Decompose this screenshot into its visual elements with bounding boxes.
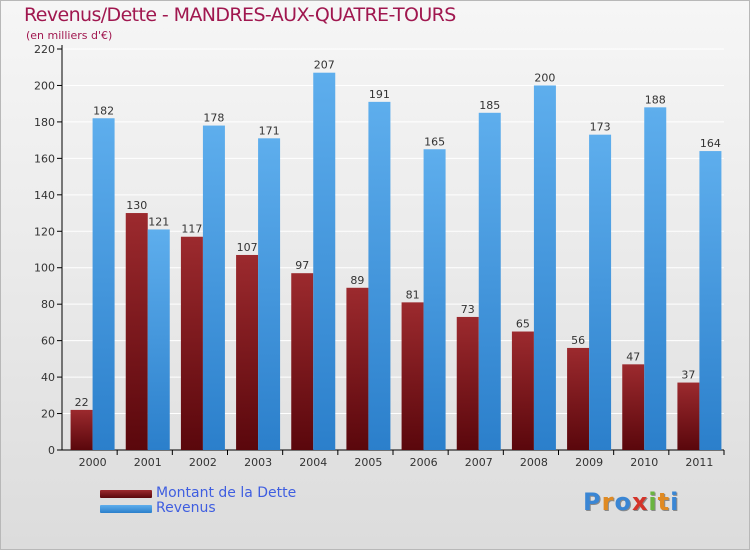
data-label-debt: 117 <box>181 223 202 236</box>
bar-debt <box>677 382 700 450</box>
data-label-revenue: 173 <box>590 121 611 134</box>
x-tick-label: 2008 <box>520 456 548 469</box>
bar-revenue <box>313 72 336 450</box>
y-tick-label: 140 <box>34 189 55 202</box>
x-tick-label: 2005 <box>354 456 382 469</box>
bar-debt <box>511 331 534 450</box>
bar-revenue <box>92 118 115 450</box>
data-label-revenue: 121 <box>148 215 169 228</box>
bar-debt <box>291 273 314 450</box>
y-tick-label: 180 <box>34 116 55 129</box>
legend: Montant de la Dette Revenus <box>100 486 296 516</box>
y-tick-label: 120 <box>34 225 55 238</box>
x-tick-label: 2003 <box>244 456 272 469</box>
data-label-debt: 81 <box>406 288 420 301</box>
x-tick-label: 2010 <box>630 456 658 469</box>
y-tick-label: 60 <box>41 335 55 348</box>
bar-debt <box>70 409 93 450</box>
data-label-debt: 107 <box>237 241 258 254</box>
bar-revenue <box>478 112 501 450</box>
logo-letter: r <box>601 488 615 516</box>
gridlines <box>62 48 724 451</box>
bar-debt <box>401 302 424 450</box>
x-tick-label: 2002 <box>189 456 217 469</box>
y-tick-label: 220 <box>34 43 55 56</box>
bar-revenue <box>589 134 612 450</box>
data-label-revenue: 178 <box>203 112 224 125</box>
x-tick-label: 2006 <box>410 456 438 469</box>
axes: 0 20 40 60 80 100 120 140 160 180 200 220 2000 2001 20… <box>34 43 725 469</box>
bar-debt <box>180 236 203 450</box>
legend-swatch-debt <box>100 489 152 498</box>
x-tick-label: 2001 <box>134 456 162 469</box>
x-tick-label: 2009 <box>575 456 603 469</box>
logo-letter: i <box>670 488 680 516</box>
y-tick-label: 0 <box>48 444 55 457</box>
chart-title: Revenus/Dette - MANDRES-AUX-QUATRE-TOURS <box>24 4 456 26</box>
bar-debt <box>567 347 590 450</box>
bar-revenue <box>202 125 225 451</box>
bar-revenue <box>644 107 667 450</box>
bar-revenue <box>423 149 446 450</box>
legend-label-debt: Montant de la Dette <box>156 485 297 501</box>
x-tick-label: 2004 <box>299 456 327 469</box>
data-label-debt: 89 <box>350 274 364 287</box>
data-label-revenue: 185 <box>479 99 500 112</box>
bar-debt <box>346 287 369 450</box>
data-label-debt: 73 <box>461 303 475 316</box>
data-label-revenue: 207 <box>314 59 335 72</box>
data-label-debt: 22 <box>75 396 89 409</box>
data-label-revenue: 182 <box>93 104 114 117</box>
x-tick-label: 2007 <box>465 456 493 469</box>
bar-revenue <box>147 229 170 450</box>
x-tick-label: 2011 <box>685 456 713 469</box>
data-label-debt: 56 <box>571 334 585 347</box>
logo-letter: P <box>583 488 602 516</box>
y-tick-label: 160 <box>34 152 55 165</box>
chart-subtitle: (en milliers d'€) <box>26 29 113 42</box>
data-label-debt: 65 <box>516 318 530 331</box>
data-label-debt: 97 <box>295 259 309 272</box>
logo-letter: o <box>614 488 632 516</box>
bar-revenue <box>258 138 281 450</box>
bar-revenue <box>533 85 556 451</box>
data-label-revenue: 171 <box>259 124 280 137</box>
y-tick-label: 20 <box>41 408 55 421</box>
logo-letter: t <box>657 488 671 516</box>
bars <box>70 72 722 451</box>
data-label-debt: 37 <box>681 369 695 382</box>
y-tick-label: 200 <box>34 79 55 92</box>
legend-swatch-revenue <box>100 504 152 513</box>
logo-letter: i <box>648 488 658 516</box>
bar-debt <box>456 316 479 450</box>
legend-label-revenue: Revenus <box>156 500 216 516</box>
y-tick-label: 80 <box>41 298 55 311</box>
bar-revenue <box>699 151 722 450</box>
bar-debt <box>125 213 148 450</box>
y-tick-label: 100 <box>34 262 55 275</box>
bar-debt <box>236 254 259 450</box>
data-label-debt: 47 <box>626 350 640 363</box>
logo-letter: x <box>631 488 649 516</box>
legend-item-debt: Montant de la Dette <box>100 486 296 501</box>
bar-debt <box>622 364 645 450</box>
bar-revenue <box>368 101 391 450</box>
y-tick-label: 40 <box>41 371 55 384</box>
data-label-revenue: 188 <box>645 93 666 106</box>
data-label-revenue: 191 <box>369 88 390 101</box>
proxiti-logo: Proxiti <box>583 488 679 516</box>
legend-item-revenue: Revenus <box>100 501 296 516</box>
data-label-revenue: 165 <box>424 135 445 148</box>
data-label-revenue: 200 <box>534 71 555 84</box>
x-tick-label: 2000 <box>79 456 107 469</box>
data-label-debt: 130 <box>126 199 147 212</box>
data-label-revenue: 164 <box>700 137 721 150</box>
